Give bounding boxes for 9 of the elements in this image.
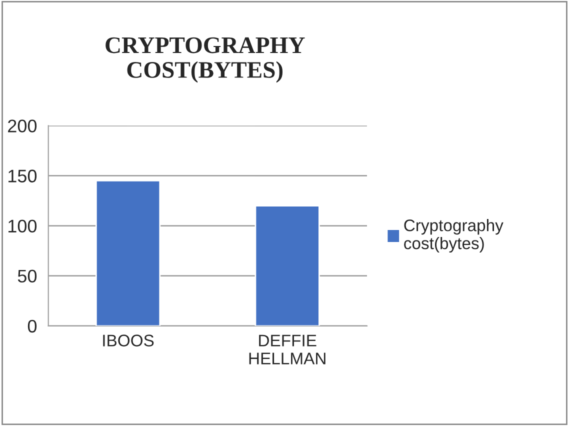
- chart-title: CRYPTOGRAPHY COST(BYTES): [106, 37, 305, 83]
- x-tick-label: IBOOS: [103, 334, 154, 346]
- legend-label: Cryptography cost(bytes): [404, 219, 504, 253]
- x-tick-label: DEFFIE HELLMAN: [249, 334, 326, 364]
- y-tick-label: 200: [8, 120, 37, 132]
- y-tick-label: 100: [8, 220, 37, 232]
- y-tick-label: 0: [28, 320, 37, 333]
- y-tick-label: 50: [18, 270, 37, 283]
- y-tick-label: 150: [8, 170, 37, 182]
